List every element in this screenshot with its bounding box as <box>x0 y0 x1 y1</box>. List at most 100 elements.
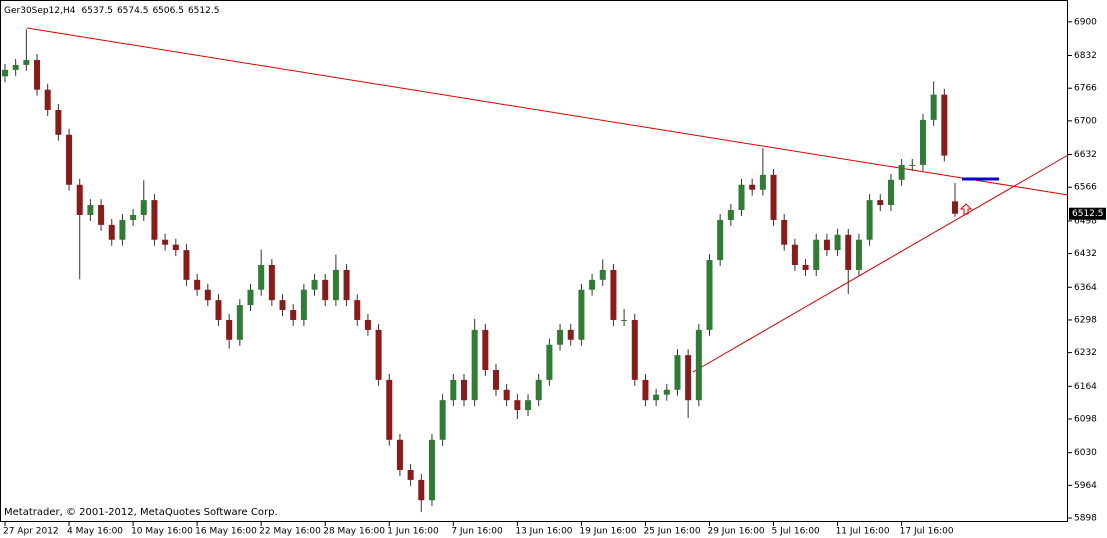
candle-body <box>268 264 275 301</box>
candle-body <box>482 329 489 370</box>
y-tick-label: 6030 <box>1074 448 1097 458</box>
x-tick-label: 17 Jul 16:00 <box>900 527 954 537</box>
candle-body <box>204 289 211 301</box>
candle-body <box>877 200 884 206</box>
candle-body <box>386 379 393 440</box>
y-tick-label: 6232 <box>1074 348 1097 358</box>
y-tick-label: 6832 <box>1074 51 1097 61</box>
y-tick-label: 6632 <box>1074 150 1097 160</box>
candle-body <box>364 319 371 330</box>
x-tick-label: 5 Jul 16:00 <box>772 527 821 537</box>
candle-body <box>76 184 83 215</box>
candle-body <box>108 224 115 240</box>
candle-body <box>162 239 169 245</box>
y-tick-label: 6364 <box>1074 283 1097 293</box>
candle-body <box>813 239 820 270</box>
candle-body <box>909 164 916 166</box>
chart-title: Ger30Sep12,H4 6537.5 6574.5 6506.5 6512.5 <box>4 6 219 16</box>
candle-body <box>183 250 190 280</box>
candle-body <box>749 184 756 190</box>
candle-body <box>55 109 62 135</box>
candle-body <box>407 470 414 480</box>
candle-body <box>674 355 681 390</box>
candle-body <box>23 59 30 65</box>
candle-body <box>941 94 948 156</box>
candle-body <box>322 279 329 301</box>
candle-body <box>343 269 350 301</box>
x-tick-label: 13 Jun 16:00 <box>515 527 572 537</box>
y-tick-label: 6164 <box>1074 382 1097 392</box>
candle-body <box>642 379 649 401</box>
candle-body <box>98 205 105 225</box>
candle-body <box>610 269 617 320</box>
x-tick-label: 29 Jun 16:00 <box>707 527 764 537</box>
price-label-box <box>1069 207 1106 220</box>
candle-body <box>172 244 179 251</box>
candle-body <box>514 400 521 411</box>
candle-body <box>418 479 425 501</box>
candle-body <box>802 264 809 270</box>
candle-body <box>546 344 553 380</box>
candle-body <box>706 260 713 330</box>
candle-body <box>621 319 628 321</box>
x-tick-label: 22 May 16:00 <box>259 527 321 537</box>
y-tick-label: 6700 <box>1074 116 1097 126</box>
candle-body <box>759 174 766 190</box>
candle-body <box>258 264 265 290</box>
candle-body <box>332 269 339 301</box>
candle-body <box>738 184 745 211</box>
candle-body <box>535 379 542 401</box>
y-tick-label: 5964 <box>1074 481 1097 491</box>
candle-body <box>460 379 467 401</box>
candle-body <box>2 69 8 77</box>
ohlc-close: 6512.5 <box>188 6 220 16</box>
candle-body <box>631 319 638 380</box>
y-tick-label: 6566 <box>1074 183 1097 193</box>
candle-body <box>834 234 841 251</box>
y-tick-label: 6298 <box>1074 315 1097 325</box>
candle-body <box>375 329 382 380</box>
candle-body <box>140 200 147 215</box>
candle-body <box>567 329 574 340</box>
candle-body <box>578 289 585 340</box>
candle-body <box>727 210 734 220</box>
candle-body <box>450 379 457 401</box>
candle-body <box>823 239 830 251</box>
plot-frame <box>0 0 1068 522</box>
candle-body <box>44 89 51 110</box>
candle-body <box>34 59 41 90</box>
candle-body <box>599 269 606 280</box>
candle-body <box>226 319 233 340</box>
candle-body <box>887 179 894 206</box>
candle-body <box>503 389 510 401</box>
y-tick-label: 6900 <box>1074 17 1097 27</box>
candle-body <box>290 310 297 320</box>
symbol: Ger30Sep12,H4 <box>4 6 76 16</box>
candle-body <box>247 289 254 306</box>
candle-body <box>471 329 478 401</box>
ohlc-open: 6537.5 <box>81 6 113 16</box>
candle-body <box>791 244 798 265</box>
y-tick-label: 6432 <box>1074 249 1097 259</box>
candle-body <box>695 329 702 401</box>
candle-body <box>898 164 905 180</box>
x-tick-label: 10 May 16:00 <box>131 527 193 537</box>
credit: Metatrader, © 2001-2012, MetaQuotes Soft… <box>4 507 278 518</box>
candle-body <box>525 400 532 411</box>
candle-body <box>653 394 660 401</box>
arrow-icon <box>959 203 973 215</box>
candle-body <box>589 279 596 290</box>
candle-body <box>866 200 873 240</box>
candle-body <box>930 94 937 120</box>
candle-body <box>685 355 692 401</box>
candle-body <box>952 201 958 214</box>
candle-body <box>194 279 201 290</box>
x-tick-label: 25 Jun 16:00 <box>643 527 700 537</box>
candle-body <box>87 205 94 215</box>
y-tick-label: 6098 <box>1074 414 1097 424</box>
candle-body <box>130 214 137 220</box>
ohlc-high: 6574.5 <box>117 6 149 16</box>
candle-body <box>919 119 926 165</box>
candle-body <box>428 439 435 501</box>
